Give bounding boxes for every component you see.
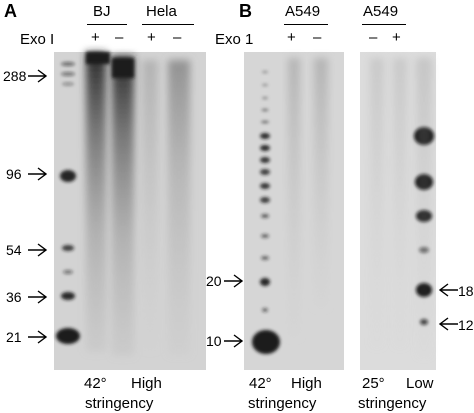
- condition-stringency-word-a: stringency: [85, 395, 154, 412]
- cell-line-bj: BJ: [93, 3, 111, 20]
- gel-panel-b-1: [244, 52, 344, 370]
- lane-sign: +: [392, 29, 401, 46]
- arrow-icon: [28, 290, 48, 304]
- condition-temp-a: 42°: [84, 375, 107, 392]
- cell-line-hela: Hela: [146, 3, 177, 20]
- arrow-icon: [28, 69, 48, 83]
- marker-12: 12: [458, 317, 474, 333]
- marker-288: 288: [3, 68, 27, 84]
- condition-stringency-word-b2: stringency: [358, 395, 427, 412]
- lane-sign: –: [369, 29, 378, 46]
- condition-stringency-word-b1: stringency: [248, 395, 317, 412]
- arrow-icon: [28, 330, 48, 344]
- cell-line-underline: [142, 24, 194, 25]
- lane-sign: –: [115, 29, 124, 46]
- marker-18: 18: [458, 283, 474, 299]
- marker-arrows-b-right: [438, 283, 458, 331]
- panel-b-letter: B: [239, 1, 252, 21]
- lane-sign: +: [287, 29, 296, 46]
- lane-sign: +: [147, 29, 156, 46]
- arrow-icon: [438, 317, 458, 331]
- marker-arrows-b-left: [224, 274, 244, 348]
- lane-sign: –: [173, 29, 182, 46]
- exo-label-b: Exo 1: [215, 31, 254, 48]
- condition-stringency-b2: Low: [406, 375, 434, 392]
- marker-36: 36: [6, 289, 22, 305]
- marker-20: 20: [206, 273, 222, 289]
- arrow-icon: [224, 274, 244, 288]
- cell-line-underline: [362, 24, 406, 25]
- marker-arrows-a: [28, 69, 48, 344]
- cell-line-underline: [87, 24, 127, 25]
- marker-96: 96: [6, 166, 22, 182]
- arrow-icon: [28, 167, 48, 181]
- cell-line-underline: [284, 24, 328, 25]
- condition-temp-b2: 25°: [362, 375, 385, 392]
- gel-panel-a: [54, 52, 206, 370]
- marker-21: 21: [6, 329, 22, 345]
- cell-line-a549-2: A549: [363, 3, 399, 20]
- arrow-icon: [224, 334, 244, 348]
- lane-sign: –: [313, 29, 322, 46]
- marker-10: 10: [206, 333, 222, 349]
- condition-temp-b1: 42°: [249, 375, 272, 392]
- lane-sign: +: [91, 29, 100, 46]
- arrow-icon: [28, 243, 48, 257]
- marker-54: 54: [6, 242, 22, 258]
- panel-a-letter: A: [4, 1, 17, 21]
- exo-label-a: Exo I: [20, 31, 55, 48]
- condition-stringency-a: High: [131, 375, 162, 392]
- gel-panel-b-2: [360, 52, 436, 370]
- arrow-icon: [438, 283, 458, 297]
- cell-line-a549-1: A549: [285, 3, 321, 20]
- condition-stringency-b1: High: [291, 375, 322, 392]
